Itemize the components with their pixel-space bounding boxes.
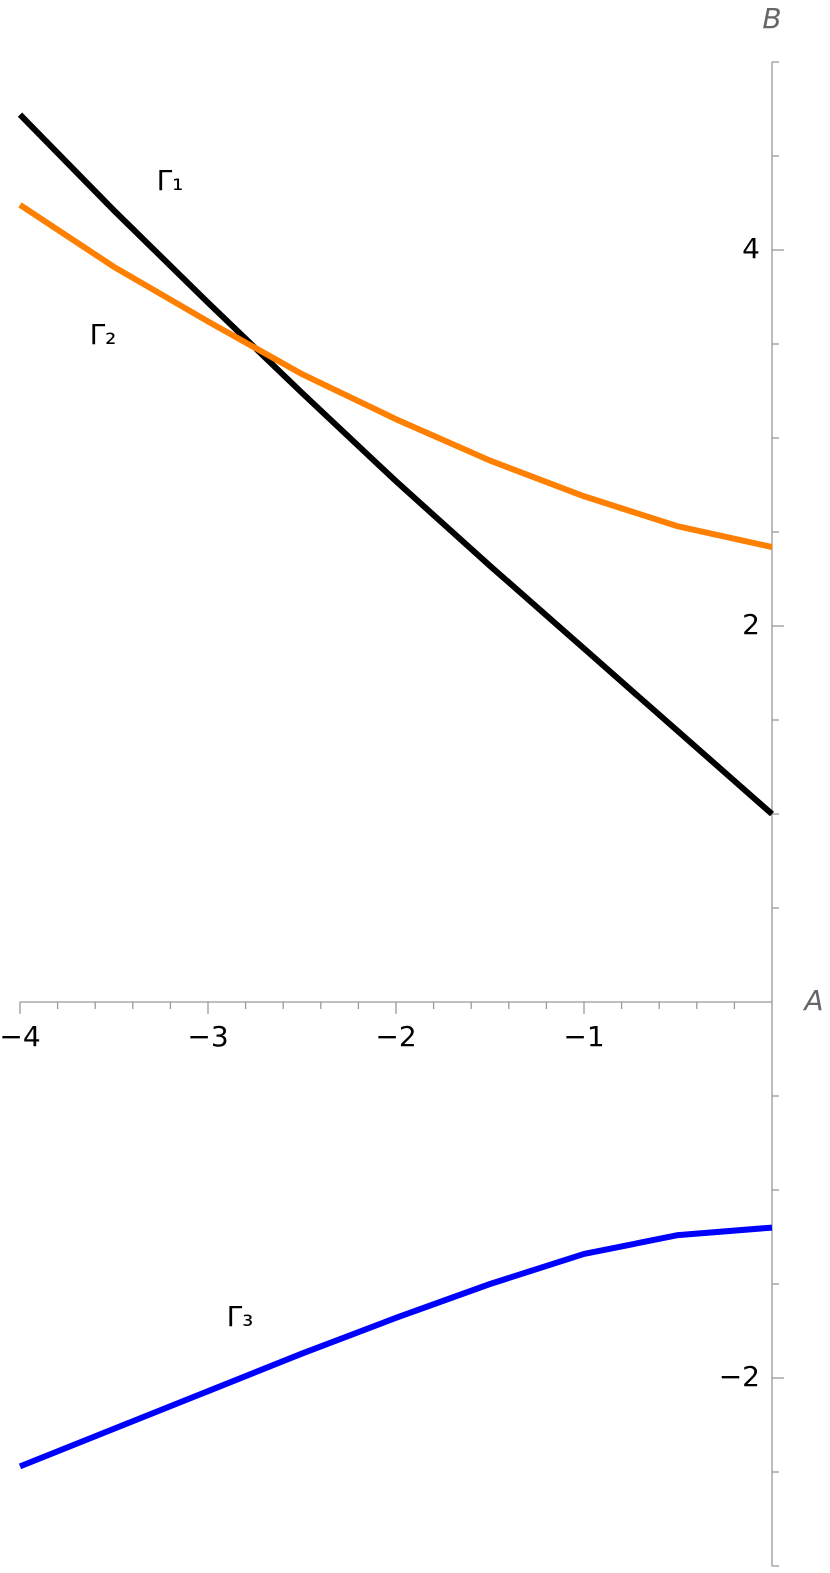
x-tick-label: −2 xyxy=(375,1020,416,1053)
x-tick-label: −3 xyxy=(187,1020,228,1053)
y-axis-label: B xyxy=(762,2,781,35)
curve-label: Γ₁ xyxy=(157,164,184,197)
y-tick-label: 2 xyxy=(742,608,760,641)
line-series xyxy=(18,1224,773,1470)
x-tick-label: −4 xyxy=(0,1020,41,1053)
line-series xyxy=(18,202,773,550)
x-tick-label: −1 xyxy=(563,1020,604,1053)
x-axis-label: A xyxy=(802,984,823,1017)
line-series xyxy=(17,112,774,817)
curve-label: Γ₂ xyxy=(90,318,117,351)
curve-label: Γ₃ xyxy=(227,1300,254,1333)
y-tick-label: −2 xyxy=(719,1360,760,1393)
y-tick-label: 4 xyxy=(742,232,760,265)
